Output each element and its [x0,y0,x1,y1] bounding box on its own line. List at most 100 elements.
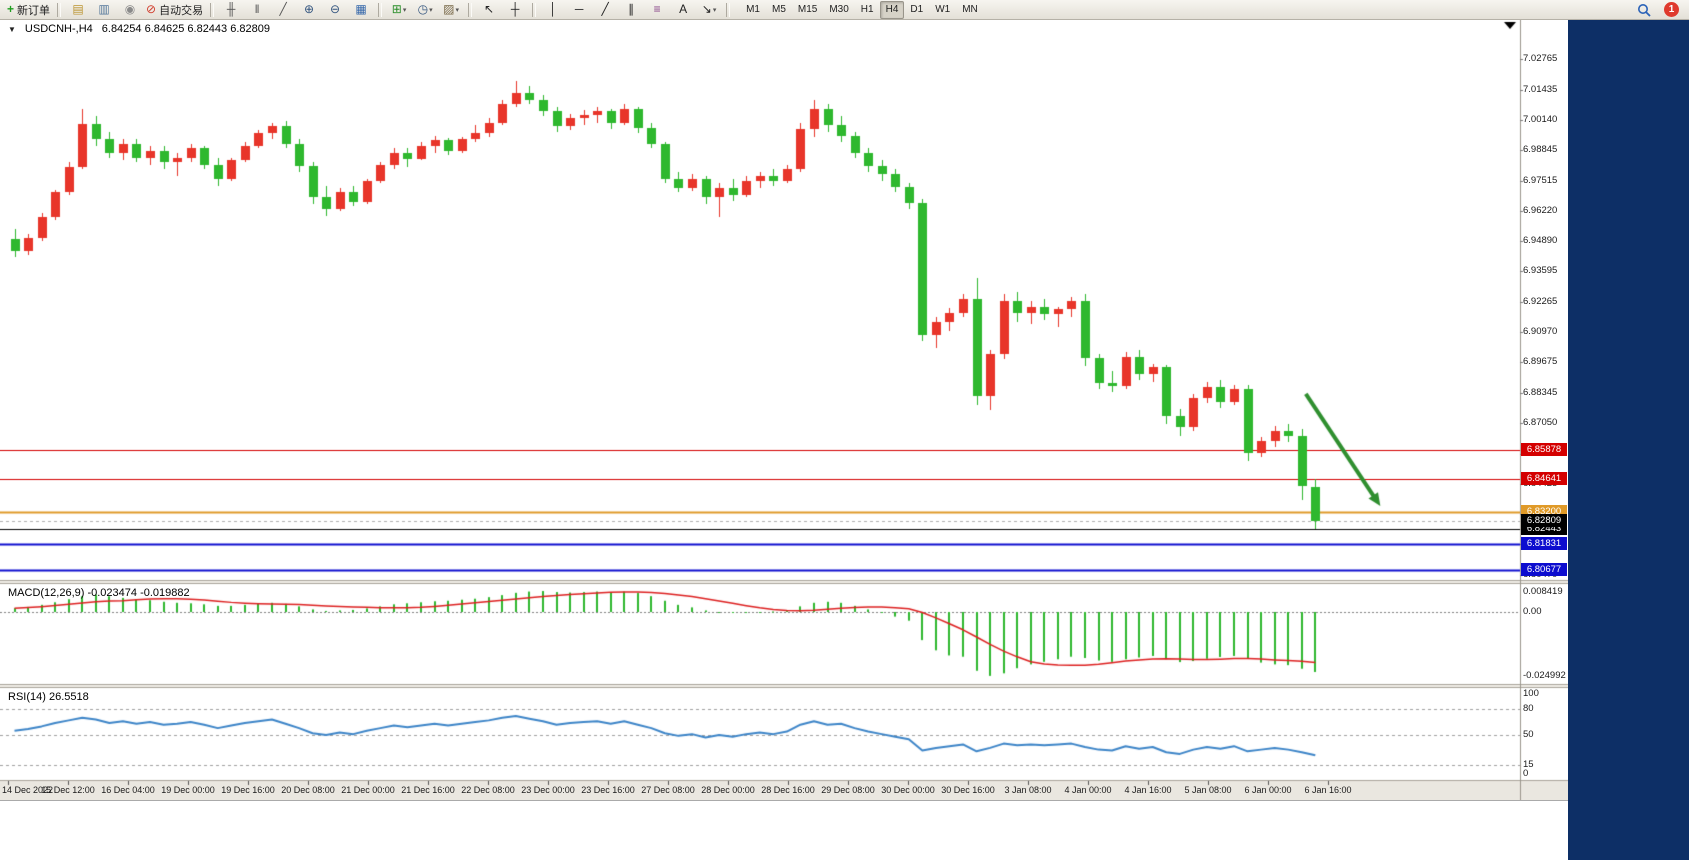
price-axis-label[interactable]: 7.02765 [1523,53,1558,64]
dropdown-caret-icon[interactable]: ▾ [712,6,717,14]
time-axis-label[interactable]: 21 Dec 00:00 [341,785,395,795]
charts-profile-button[interactable]: ▤ [65,0,91,19]
price-line-box[interactable]: 6.84641 [1521,472,1567,485]
price-axis-label[interactable]: 6.97515 [1523,174,1558,186]
timeframe-m1-button[interactable]: M1 [746,3,760,15]
price-axis-label[interactable]: 6.98845 [1523,143,1558,155]
bar-chart-button[interactable]: ╫ [218,0,244,19]
time-axis-label[interactable]: 28 Dec 16:00 [761,785,815,795]
price-axis-label[interactable]: 6.94890 [1523,235,1558,247]
time-axis-label[interactable]: 27 Dec 08:00 [641,785,695,795]
cursor-icon: ↖ [484,2,495,16]
price-axis-label[interactable]: 6.87050 [1523,416,1558,428]
signals-icon: ◉ [124,2,136,16]
candlestick-chart-button[interactable]: ‖ [244,0,270,19]
dropdown-caret-icon[interactable]: ▾ [429,6,433,14]
time-axis-label[interactable]: 28 Dec 00:00 [701,785,755,795]
time-axis-label[interactable]: 21 Dec 16:00 [401,785,455,795]
macd-indicator-label: MACD(12,26,9) -0.023474 -0.019882 [8,587,190,599]
timeframe-mn-button[interactable]: MN [962,3,978,15]
price-line-box[interactable]: 6.81831 [1521,537,1567,550]
time-axis-label[interactable]: 4 Jan 16:00 [1124,785,1172,795]
time-axis-label[interactable]: 23 Dec 00:00 [521,785,575,795]
market-watch-icon: ▥ [98,2,110,16]
rsi-axis-label: 100 [1523,688,1539,699]
timeframe-m15-button[interactable]: M15 [797,3,818,15]
line-chart-button[interactable]: ╱ [270,0,296,19]
crosshair-icon: ┼ [510,2,520,16]
timeframe-h1-button[interactable]: H1 [860,3,874,15]
timeframe-m5-button[interactable]: M5 [771,3,786,15]
time-axis-label[interactable]: 3 Jan 08:00 [1004,785,1052,795]
equidistant-channel-button[interactable]: ∥ [618,0,644,19]
search-button[interactable] [1631,0,1657,19]
price-line-box[interactable]: 6.85878 [1521,443,1567,456]
market-watch-button[interactable]: ▥ [91,0,117,19]
fibonacci-button[interactable]: ≡ [644,0,670,19]
chart-menu-icon[interactable]: ▼ [8,24,16,34]
periods-button[interactable]: ◷ ▾ [412,0,438,19]
timeframe-d1-button[interactable]: D1 [910,3,924,15]
time-axis-label[interactable]: 6 Jan 16:00 [1304,785,1352,795]
zoom-in-icon: ⊕ [304,2,315,16]
time-axis-label[interactable]: 20 Dec 08:00 [281,785,335,795]
time-axis-label[interactable]: 5 Jan 08:00 [1184,785,1232,795]
time-axis-label[interactable]: 6 Jan 00:00 [1244,785,1292,795]
time-axis-label[interactable]: 29 Dec 08:00 [821,785,875,795]
timeframe-w1-button[interactable]: W1 [935,3,951,15]
price-axis-label[interactable]: 7.01435 [1523,83,1558,95]
signals-button[interactable]: ◉ [117,0,143,19]
templates-button[interactable]: ▨ ▾ [438,0,464,19]
dropdown-caret-icon[interactable]: ▾ [402,6,407,14]
time-axis-label[interactable]: 23 Dec 16:00 [581,785,635,795]
templates-icon: ▨ [443,2,455,16]
time-axis-label[interactable]: 4 Jan 00:00 [1064,785,1112,795]
zoom-in-button[interactable]: ⊕ [296,0,322,19]
tile-windows-button[interactable]: ▦ [348,0,374,19]
zoom-out-button[interactable]: ⊖ [322,0,348,19]
toolbar-separator [468,2,473,17]
candlestick-chart-icon: ‖ [254,2,260,16]
autotrade-button[interactable]: ⊘ 自动交易 [143,0,206,19]
price-axis-label[interactable]: 6.89675 [1523,356,1558,367]
charts-profile-icon: ▤ [72,2,84,16]
time-axis-label[interactable]: 19 Dec 00:00 [161,785,215,795]
time-axis-label[interactable]: 30 Dec 00:00 [881,785,935,795]
time-axis-label[interactable]: 15 Dec 12:00 [41,785,95,795]
autotrade-label: 自动交易 [159,4,204,17]
indicators-button[interactable]: ⊞ ▾ [386,0,412,19]
arrows-button[interactable]: ↘ ▾ [696,0,722,19]
vertical-line-button[interactable]: │ [540,0,566,19]
price-axis-label[interactable]: 6.88345 [1523,386,1558,398]
trendline-button[interactable]: ╱ [592,0,618,19]
time-axis-label[interactable]: 30 Dec 16:00 [941,785,995,795]
rsi-axis-label: 15 [1523,759,1534,771]
price-axis-label[interactable]: 7.00140 [1523,113,1558,125]
price-axis-label[interactable]: 6.96220 [1523,204,1558,216]
notification-badge[interactable]: 1 [1664,2,1679,17]
price-axis-label[interactable]: 6.93595 [1523,265,1558,277]
horizontal-line-button[interactable]: ─ [566,0,592,19]
chart-window: ▼ USDCNH-,H4 6.84254 6.84625 6.82443 6.8… [0,20,1569,801]
time-axis-label[interactable]: 19 Dec 16:00 [221,785,275,795]
time-axis-label[interactable]: 14 Dec 2022 [2,785,54,795]
time-axis-label[interactable]: 22 Dec 08:00 [461,785,515,795]
zoom-out-icon: ⊖ [330,2,341,16]
dropdown-caret-icon[interactable]: ▾ [455,6,459,14]
macd-axis-label: 0.00 [1523,606,1542,617]
toolbar-separator [210,2,215,17]
price-axis-label[interactable]: 6.92265 [1523,296,1558,308]
timeframe-m30-button[interactable]: M30 [829,3,849,15]
equidistant-channel-icon: ∥ [628,2,635,16]
timeframe-h4-button[interactable]: H4 [879,0,905,19]
price-axis-label[interactable]: 6.90970 [1523,326,1558,338]
price-line-box[interactable]: 6.80677 [1521,563,1567,576]
rsi-axis-label: 80 [1523,703,1534,715]
text-button[interactable]: A [670,0,696,19]
crosshair-button[interactable]: ┼ [502,0,528,19]
new-order-button[interactable]: + 新订单 [4,0,53,19]
time-axis-label[interactable]: 16 Dec 04:00 [101,785,155,795]
cursor-button[interactable]: ↖ [476,0,502,19]
price-chart-canvas[interactable] [0,20,1568,800]
search-icon [1638,3,1651,17]
